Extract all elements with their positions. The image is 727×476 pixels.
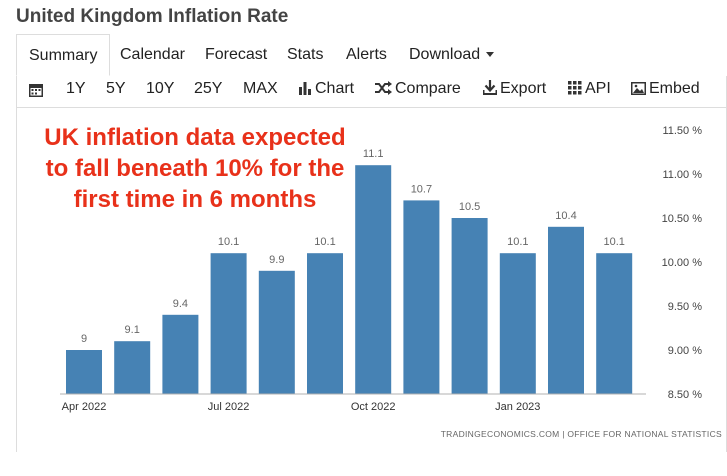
- bar-value-label-11: 10.1: [603, 236, 624, 248]
- bar-4[interactable]: [258, 270, 295, 394]
- y-tick-label-0: 8.50 %: [668, 389, 702, 401]
- tab-forecast[interactable]: Forecast: [205, 34, 267, 76]
- bar-chart-icon: [299, 82, 311, 95]
- headline-line-2: to fall beneath 10% for the: [45, 155, 345, 182]
- bar-value-label-9: 10.1: [507, 236, 528, 248]
- range-25y-button[interactable]: 25Y: [194, 80, 223, 97]
- headline-line-1: UK inflation data expected: [44, 124, 346, 151]
- range-1y-button[interactable]: 1Y: [66, 80, 86, 97]
- headline-line-3: first time in 6 months: [73, 186, 317, 213]
- api-button[interactable]: API: [568, 80, 611, 98]
- api-button-label: API: [585, 80, 611, 97]
- x-tick-label-2: Oct 2022: [351, 401, 396, 413]
- caret-down-icon: [486, 52, 495, 58]
- bar-value-label-10: 10.4: [555, 210, 576, 222]
- tab-bar: Summary Calendar Forecast Stats Alerts D…: [16, 34, 727, 77]
- bar-value-label-8: 10.5: [459, 201, 480, 213]
- chart-button-label: Chart: [315, 80, 355, 97]
- headline-annotation: UK inflation data expected to fall benea…: [20, 122, 370, 215]
- export-button-label: Export: [500, 80, 547, 97]
- x-tick-label-1: Jul 2022: [208, 401, 250, 413]
- download-icon: [482, 80, 498, 95]
- bar-5[interactable]: [307, 253, 343, 394]
- tab-forecast-label: Forecast: [205, 46, 268, 63]
- x-tick-label-0: Apr 2022: [62, 401, 107, 413]
- page-title: United Kingdom Inflation Rate: [16, 6, 289, 27]
- range-5y-button[interactable]: 5Y: [106, 80, 126, 97]
- bar-9[interactable]: [499, 253, 536, 394]
- y-tick-label-6: 11.50 %: [662, 125, 702, 137]
- tab-download-label: Download: [409, 46, 481, 63]
- chart-toolbar: 1Y 5Y 10Y 25Y MAX Chart Compare Export A…: [16, 76, 727, 108]
- bar-10[interactable]: [548, 226, 584, 394]
- embed-button[interactable]: Embed: [631, 80, 700, 98]
- range-10y-button[interactable]: 10Y: [146, 80, 175, 97]
- y-tick-label-2: 9.50 %: [668, 301, 702, 313]
- bar-value-label-2: 9.4: [173, 298, 188, 310]
- bar-value-label-1: 9.1: [125, 324, 140, 336]
- tab-alerts-label: Alerts: [346, 46, 387, 63]
- image-icon: [631, 82, 646, 95]
- grid-icon: [568, 81, 582, 95]
- export-button[interactable]: Export: [482, 80, 547, 98]
- tab-calendar-label: Calendar: [120, 46, 185, 63]
- bar-value-label-5: 10.1: [314, 236, 335, 248]
- tab-stats[interactable]: Stats: [287, 34, 323, 76]
- embed-button-label: Embed: [649, 80, 700, 97]
- bar-value-label-0: 9: [81, 333, 87, 345]
- bar-value-label-7: 10.7: [411, 183, 432, 195]
- bar-value-label-6: 11.1: [363, 148, 384, 160]
- y-tick-label-4: 10.50 %: [662, 213, 703, 225]
- x-tick-label-3: Jan 2023: [495, 401, 540, 413]
- tab-summary-label: Summary: [29, 47, 98, 64]
- compare-button-label: Compare: [395, 80, 461, 97]
- y-tick-label-5: 11.00 %: [662, 169, 702, 181]
- bar-7[interactable]: [403, 200, 440, 394]
- tab-download[interactable]: Download: [409, 34, 495, 76]
- bar-3[interactable]: [210, 253, 247, 394]
- range-max-button[interactable]: MAX: [243, 80, 278, 97]
- bar-value-label-4: 9.9: [269, 254, 284, 266]
- bar-8[interactable]: [451, 218, 488, 394]
- shuffle-icon: [375, 81, 392, 95]
- chart-button[interactable]: Chart: [298, 80, 354, 98]
- bar-1[interactable]: [114, 341, 151, 394]
- calendar-icon[interactable]: [29, 82, 46, 100]
- tab-summary[interactable]: Summary: [16, 34, 111, 76]
- tab-stats-label: Stats: [287, 46, 324, 63]
- y-tick-label-3: 10.00 %: [662, 257, 703, 269]
- bar-2[interactable]: [162, 314, 199, 394]
- tab-calendar[interactable]: Calendar: [120, 34, 185, 76]
- compare-button[interactable]: Compare: [374, 80, 461, 98]
- bar-0[interactable]: [66, 350, 102, 394]
- bar-6[interactable]: [355, 165, 392, 394]
- source-credit: TRADINGECONOMICS.COM | OFFICE FOR NATION…: [441, 429, 722, 439]
- bar-value-label-3: 10.1: [218, 236, 239, 248]
- bar-11[interactable]: [596, 253, 633, 394]
- tab-alerts[interactable]: Alerts: [346, 34, 387, 76]
- y-tick-label-1: 9.00 %: [668, 345, 702, 357]
